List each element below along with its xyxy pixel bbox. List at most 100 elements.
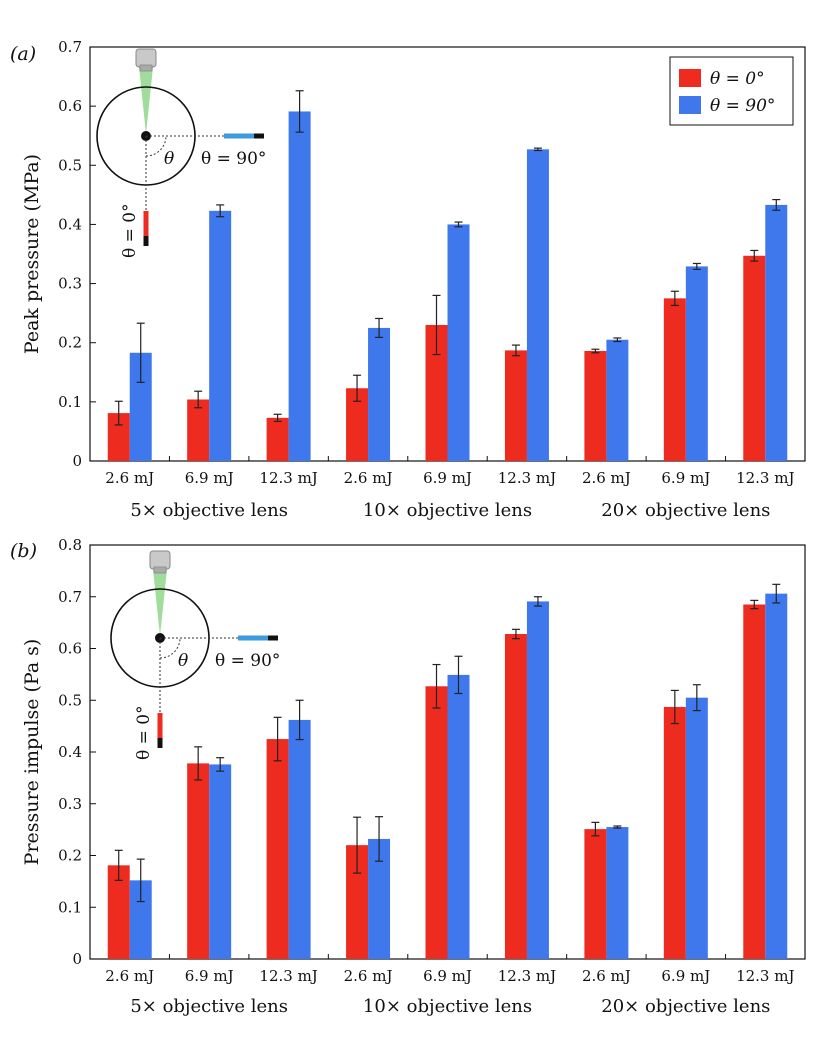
panel-0-inset-label-0: θ = 0° <box>120 203 140 258</box>
x-tick-label: 2.6 mJ <box>105 469 154 487</box>
y-tick-label: 0.7 <box>58 38 82 56</box>
x-tick-label: 6.9 mJ <box>185 469 234 487</box>
bar-theta-0 <box>346 388 369 461</box>
bar-theta-0 <box>663 298 686 461</box>
group-label: 20× objective lens <box>601 996 770 1017</box>
bar-theta-0 <box>266 417 289 461</box>
legend: θ = 0° θ = 90° <box>669 56 794 126</box>
x-tick-label: 12.3 mJ <box>736 469 794 487</box>
bar-theta-0 <box>187 763 210 959</box>
bar-theta-0 <box>425 324 448 461</box>
x-tick-label: 12.3 mJ <box>736 967 794 985</box>
y-tick-label: 0.7 <box>58 588 82 606</box>
panel-1-inset-hydrophone-0-tip <box>157 738 163 748</box>
inset-diagram: θ θ = 90° θ = 0° <box>96 48 266 258</box>
panel-1-inset-label-0: θ = 0° <box>134 705 154 760</box>
panel-0-inset-angle-label: θ <box>164 149 174 169</box>
panel-1-inset-objective-lens <box>149 550 171 570</box>
y-tick-label: 0.8 <box>58 536 82 554</box>
y-tick-label: 0.4 <box>58 215 82 233</box>
x-tick-label: 6.9 mJ <box>661 469 710 487</box>
x-tick-label: 12.3 mJ <box>498 469 556 487</box>
x-tick-label: 6.9 mJ <box>185 967 234 985</box>
y-tick-label: 0 <box>72 452 82 470</box>
legend-label: θ = 0° <box>710 69 765 89</box>
bar-theta-90 <box>765 204 788 461</box>
panel-1-inset-hydrophone-90 <box>238 635 268 641</box>
panel-1-inset-laser-beam <box>153 569 167 636</box>
y-tick-label: 0.5 <box>58 156 82 174</box>
y-tick-label: 0 <box>72 950 82 968</box>
bar-theta-0 <box>584 829 607 959</box>
y-tick-label: 0.1 <box>58 393 82 411</box>
bar-theta-0 <box>584 350 607 461</box>
bar-theta-90 <box>606 339 629 461</box>
x-tick-label: 12.3 mJ <box>259 469 317 487</box>
panel-1-inset-hydrophone-90-tip <box>268 635 278 641</box>
bar-theta-90 <box>368 838 391 959</box>
x-tick-label: 2.6 mJ <box>344 469 393 487</box>
x-tick-label: 2.6 mJ <box>344 967 393 985</box>
panel-label: (b) <box>10 540 37 562</box>
bar-theta-0 <box>107 865 130 959</box>
y-axis-title: Peak pressure (MPa) <box>21 154 43 354</box>
bar-theta-90 <box>765 593 788 959</box>
y-tick-label: 0.6 <box>58 640 82 658</box>
x-tick-label: 2.6 mJ <box>582 469 631 487</box>
panel-0-inset-angle-arc <box>145 135 167 157</box>
y-tick-label: 0.2 <box>58 334 82 352</box>
legend-label: θ = 90° <box>710 96 775 116</box>
x-tick-label: 6.9 mJ <box>423 967 472 985</box>
panel-1-inset-angle-label: θ <box>178 651 188 671</box>
bar-theta-90 <box>209 210 232 461</box>
x-tick-label: 12.3 mJ <box>259 967 317 985</box>
bar-theta-90 <box>606 827 629 959</box>
legend-swatch <box>679 69 701 87</box>
panel-0-inset-hydrophone-90-tip <box>254 133 264 139</box>
bar-theta-90 <box>209 764 232 959</box>
panel-1-inset-label-90: θ = 90° <box>215 651 280 671</box>
bar-theta-90 <box>526 601 549 959</box>
panel-0-inset-hydrophone-90 <box>224 133 254 139</box>
bar-theta-90 <box>447 674 470 959</box>
bar-theta-90 <box>129 880 152 959</box>
bar-theta-0 <box>107 413 130 461</box>
bar-theta-90 <box>685 697 708 959</box>
bar-theta-0 <box>504 634 527 959</box>
inset-diagram: θ θ = 90° θ = 0° <box>110 550 280 760</box>
panel-0-inset-label-90: θ = 90° <box>201 149 266 169</box>
panel-0-inset-hydrophone-0 <box>143 211 149 236</box>
bar-theta-90 <box>288 719 311 959</box>
y-tick-label: 0.2 <box>58 847 82 865</box>
x-tick-label: 2.6 mJ <box>105 967 154 985</box>
y-tick-label: 0.1 <box>58 898 82 916</box>
panel-0-inset-hydrophone-0-tip <box>143 236 149 246</box>
panel-0-inset-laser-beam <box>139 67 153 134</box>
group-label: 10× objective lens <box>363 996 532 1017</box>
bar-theta-0 <box>504 350 527 461</box>
group-label: 5× objective lens <box>130 996 288 1017</box>
panel-a: 0 0.1 0.2 0.3 0.4 0.5 0.6 0.7 2.6 mJ 6.9 mJ 12.3 m… <box>10 38 806 521</box>
bar-theta-90 <box>368 327 391 461</box>
bar-theta-90 <box>685 266 708 461</box>
bar-theta-90 <box>447 224 470 461</box>
panel-1-inset-objective-tip <box>153 566 167 574</box>
bar-theta-0 <box>743 604 766 959</box>
x-tick-label: 6.9 mJ <box>423 469 472 487</box>
panel-label: (a) <box>10 43 36 65</box>
x-tick-label: 12.3 mJ <box>498 967 556 985</box>
panel-1-inset-angle-arc <box>159 637 181 659</box>
y-tick-label: 0.3 <box>58 795 82 813</box>
panel-b: 0 0.1 0.2 0.3 0.4 0.5 0.6 0.7 0.8 2.6 mJ 6.9 mJ 12.… <box>10 536 806 1017</box>
bar-theta-0 <box>663 706 686 959</box>
bar-theta-0 <box>425 686 448 959</box>
y-tick-label: 0.4 <box>58 743 82 761</box>
bar-theta-90 <box>129 352 152 461</box>
y-axis-title: Pressure impulse (Pa s) <box>21 639 43 866</box>
group-label: 20× objective lens <box>601 500 770 521</box>
x-tick-label: 6.9 mJ <box>661 967 710 985</box>
x-tick-label: 2.6 mJ <box>582 967 631 985</box>
panel-0-inset-objective-tip <box>139 64 153 72</box>
